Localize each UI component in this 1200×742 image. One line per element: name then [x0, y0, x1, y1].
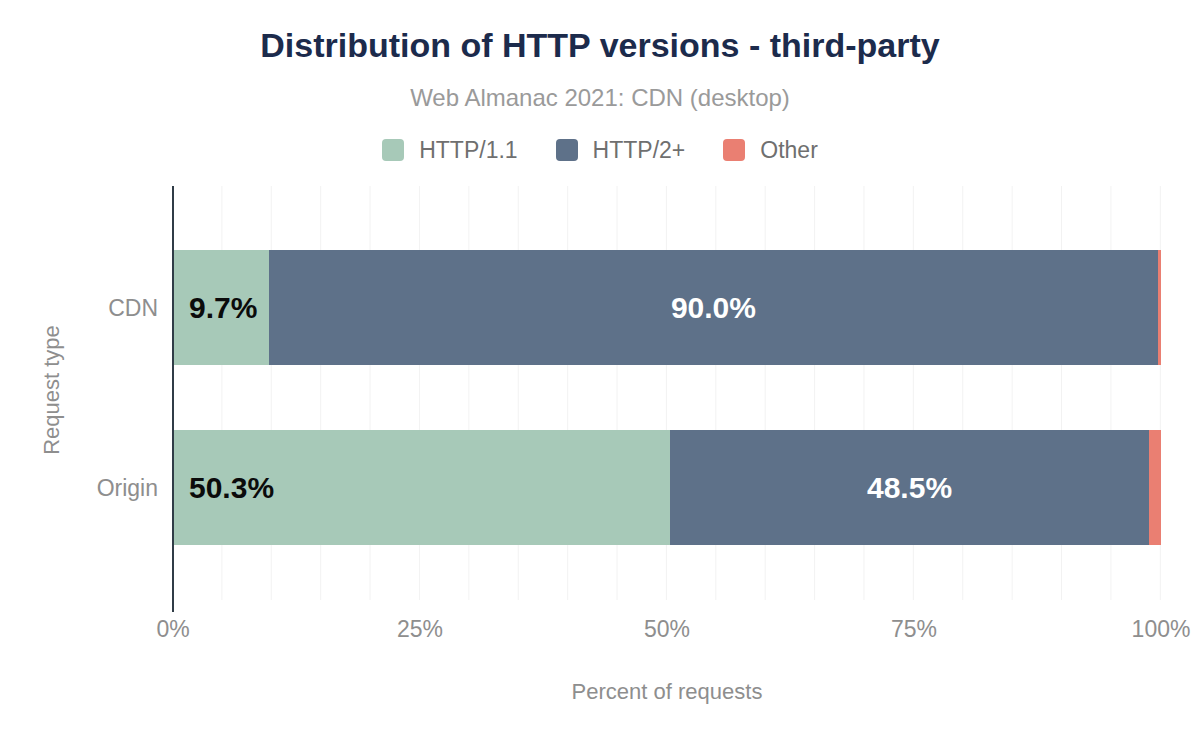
chart-title: Distribution of HTTP versions - third-pa… [0, 26, 1200, 65]
bar-cdn: 9.7% 90.0% [173, 250, 1161, 365]
bar-value-label: 48.5% [867, 473, 952, 503]
chart-subtitle: Web Almanac 2021: CDN (desktop) [0, 84, 1200, 112]
y-category-label-cdn: CDN [108, 294, 158, 321]
x-tick-label-25: 25% [397, 616, 443, 643]
bar-segment-http-1-1: 9.7% [173, 250, 269, 365]
bar-segment-http-2-: 48.5% [670, 430, 1149, 545]
bar-segment-other [1149, 430, 1161, 545]
legend-item-label: HTTP/1.1 [419, 139, 517, 162]
x-tick-label-0: 0% [156, 616, 189, 643]
bar-value-label: 90.0% [671, 293, 756, 323]
y-category-labels: CDN Origin [0, 0, 158, 742]
bar-origin: 50.3% 48.5% [173, 430, 1161, 545]
x-axis-tick-labels: 0%25%50%75%100% [173, 616, 1161, 646]
chart-figure: Distribution of HTTP versions - third-pa… [0, 0, 1200, 742]
legend-item-other: Other [723, 139, 818, 162]
y-category-label-origin: Origin [97, 474, 158, 501]
chart-legend: HTTP/1.1 HTTP/2+ Other [0, 136, 1200, 164]
bar-value-label: 50.3% [189, 473, 274, 503]
bar-segment-other [1158, 250, 1161, 365]
plot-area: 9.7% 90.0% 50.3% 48.5% [173, 186, 1161, 600]
legend-item-http-2-: HTTP/2+ [556, 139, 686, 162]
bar-value-label: 9.7% [189, 293, 257, 323]
bar-segment-http-2-: 90.0% [269, 250, 1158, 365]
x-tick-label-50: 50% [644, 616, 690, 643]
legend-swatch-icon [556, 139, 578, 161]
legend-item-label: Other [760, 139, 818, 162]
legend-item-label: HTTP/2+ [593, 139, 686, 162]
legend-swatch-icon [382, 139, 404, 161]
bar-segment-http-1-1: 50.3% [173, 430, 670, 545]
x-axis-title: Percent of requests [173, 679, 1161, 705]
y-axis-line [172, 186, 174, 612]
x-tick-label-100: 100% [1132, 616, 1191, 643]
legend-item-http-1-1: HTTP/1.1 [382, 139, 517, 162]
x-tick-label-75: 75% [891, 616, 937, 643]
legend-swatch-icon [723, 139, 745, 161]
